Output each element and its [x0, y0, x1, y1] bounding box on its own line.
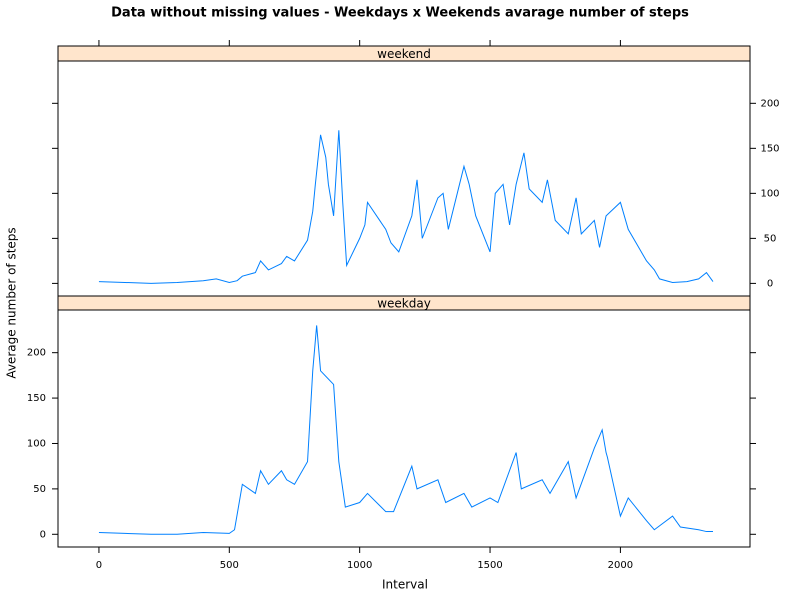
line: [98, 130, 714, 284]
y-tick-label: 0: [767, 278, 773, 289]
y-tick-label: 100: [760, 188, 779, 199]
x-axis-label: Interval: [382, 578, 428, 592]
strip-label: weekday: [377, 297, 431, 311]
y-tick-label: 0: [40, 529, 46, 540]
x-tick-label: 500: [220, 560, 239, 571]
strip-label: weekend: [377, 47, 431, 61]
y-axis-label: Average number of steps: [5, 227, 19, 378]
y-tick-label: 50: [33, 484, 46, 495]
y-tick-label: 200: [760, 98, 779, 109]
line: [98, 325, 713, 535]
x-tick-label: 2000: [608, 560, 633, 571]
y-tick-label: 200: [27, 348, 46, 359]
x-tick-label: 1500: [477, 560, 502, 571]
x-tick-label: 0: [96, 560, 102, 571]
y-tick-label: 100: [27, 438, 46, 449]
y-tick-label: 50: [764, 233, 777, 244]
y-tick-label: 150: [760, 143, 779, 154]
chart-title: Data without missing values - Weekdays x…: [111, 6, 689, 21]
x-tick-label: 1000: [347, 560, 372, 571]
panel-frame: [57, 309, 751, 548]
y-tick-label: 150: [27, 393, 46, 404]
